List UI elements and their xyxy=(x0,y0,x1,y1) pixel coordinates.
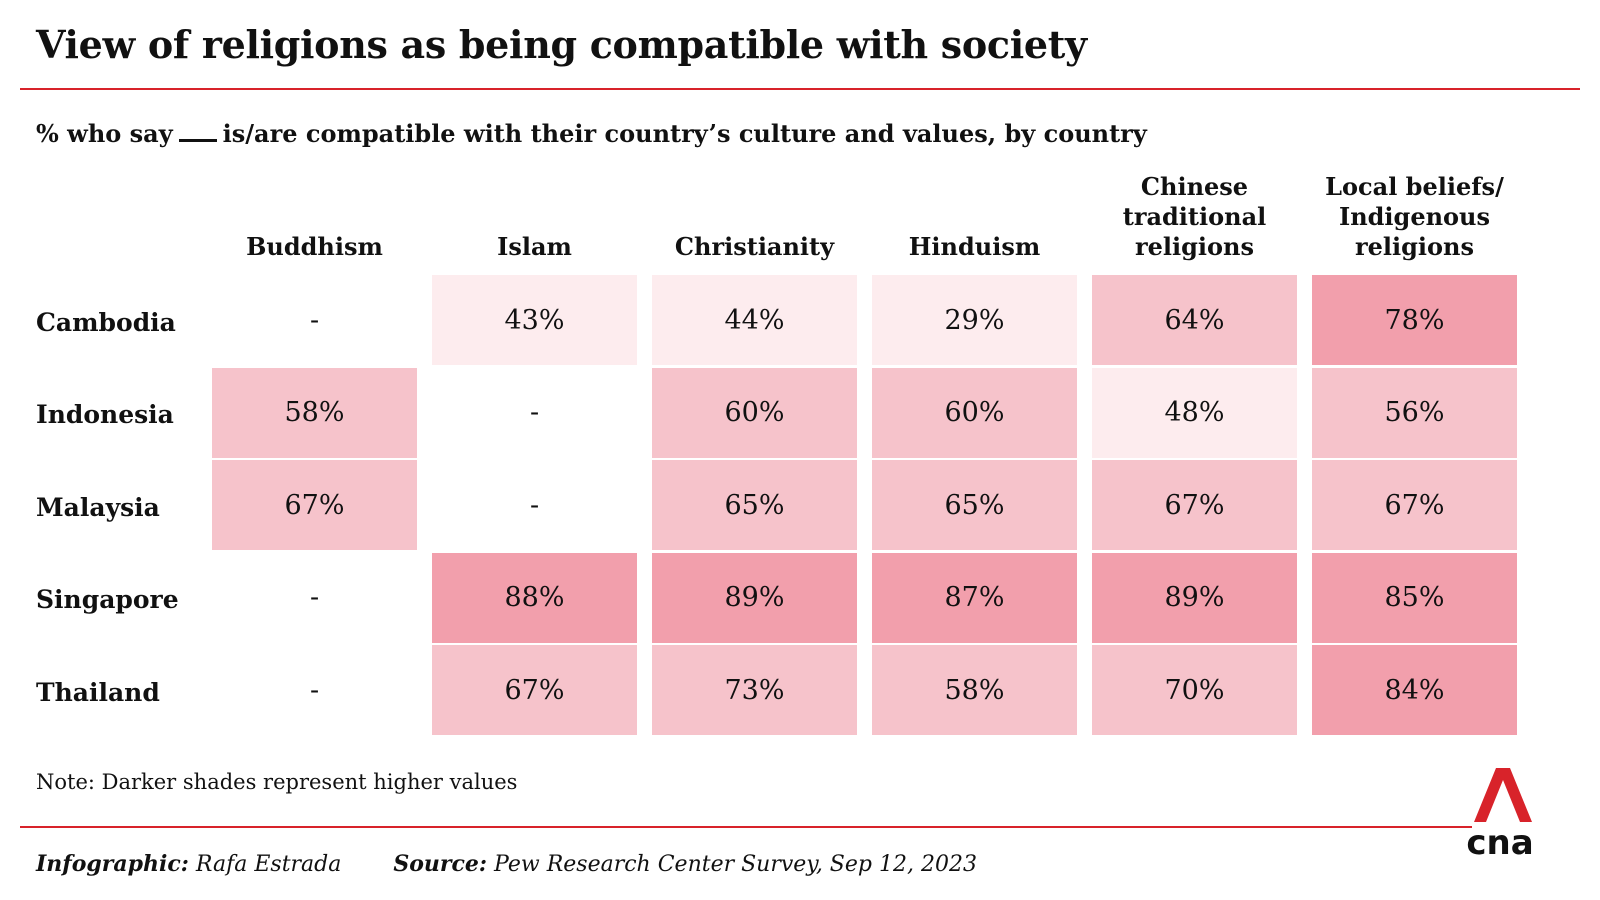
column-header-line: traditional xyxy=(1122,202,1267,231)
column-header: Christianity xyxy=(652,170,857,262)
heatmap-cell: 65% xyxy=(872,460,1077,550)
heatmap-cell: 67% xyxy=(212,460,417,550)
heatmap-cell: 87% xyxy=(872,552,1077,643)
column-header: Local beliefs/Indigenous religions xyxy=(1312,170,1517,262)
infographic-author: Rafa Estrada xyxy=(195,852,342,877)
heatmap-cell: 67% xyxy=(432,645,637,735)
column-header: Buddhism xyxy=(212,170,417,262)
footnote: Note: Darker shades represent higher val… xyxy=(36,770,518,794)
chart-title: View of religions as being compatible wi… xyxy=(36,22,1087,67)
heatmap-cell: 70% xyxy=(1092,645,1297,735)
column-header: Chinese traditional religions xyxy=(1092,170,1297,262)
top-divider xyxy=(20,88,1580,90)
column-header-line: religions xyxy=(1134,232,1254,261)
heatmap-cell: 29% xyxy=(872,275,1077,365)
heatmap-cell: 65% xyxy=(652,460,857,550)
heatmap-cell: 60% xyxy=(652,367,857,458)
source-label: Source: xyxy=(393,851,488,877)
row-label: Malaysia xyxy=(36,492,160,522)
heatmap-cell: 73% xyxy=(652,645,857,735)
column-header-lines: Hinduism xyxy=(909,232,1041,262)
heatmap-cell: 43% xyxy=(432,275,637,365)
cna-logo-mark xyxy=(1474,768,1532,822)
heatmap-cell: 89% xyxy=(1092,552,1297,643)
row-label: Thailand xyxy=(36,677,160,707)
heatmap-cell: 78% xyxy=(1312,275,1517,365)
row-label: Singapore xyxy=(36,585,179,614)
heatmap-cell: 60% xyxy=(872,367,1077,458)
column-header-line: Chinese xyxy=(1140,172,1249,201)
column-header: Islam xyxy=(432,170,637,262)
row-label: Indonesia xyxy=(36,400,174,429)
credits: Infographic: Rafa Estrada Source: Pew Res… xyxy=(36,851,977,877)
heatmap-cell-empty: - xyxy=(529,397,540,428)
heatmap-cell: 48% xyxy=(1092,367,1297,458)
column-header-line: Indigenous xyxy=(1338,202,1491,231)
column-header-lines: Chinese traditional religions xyxy=(1123,172,1267,262)
heatmap-cell: 56% xyxy=(1312,367,1517,458)
chart-subtitle: % who say is/are compatible with their co… xyxy=(36,119,1147,148)
subtitle-blank xyxy=(178,137,217,142)
heatmap-cell-empty: - xyxy=(529,489,540,521)
infographic-label: Infographic: xyxy=(36,851,189,877)
heatmap-cell-empty: - xyxy=(309,582,320,613)
heatmap-cell: 58% xyxy=(212,367,417,458)
heatmap-cell: 58% xyxy=(872,645,1077,735)
column-header-line: Christianity xyxy=(674,232,835,261)
column-header-lines: Local beliefs/Indigenous religions xyxy=(1325,172,1504,262)
column-header-line: religions xyxy=(1354,232,1474,261)
column-header-lines: Buddhism xyxy=(246,232,383,262)
column-header: Hinduism xyxy=(872,170,1077,262)
heatmap-cell: 88% xyxy=(432,552,637,643)
cna-logo: cna xyxy=(1466,768,1534,860)
bottom-divider xyxy=(20,826,1472,828)
heatmap-cell: 84% xyxy=(1312,645,1517,735)
heatmap-cell: 67% xyxy=(1092,460,1297,550)
subtitle-suffix: is/are compatible with their country’s c… xyxy=(222,119,1147,148)
heatmap-cell: 44% xyxy=(652,275,857,365)
cna-logo-text: cna xyxy=(1466,823,1533,860)
column-header-line: Local beliefs/ xyxy=(1325,172,1504,201)
heatmap-cell: 85% xyxy=(1312,552,1517,643)
column-header-line: Islam xyxy=(497,232,572,261)
infographic-credit: Infographic: Rafa Estrada xyxy=(36,851,342,877)
subtitle-prefix: % who say xyxy=(36,119,173,148)
row-label: Cambodia xyxy=(36,307,176,337)
column-header-line: Buddhism xyxy=(246,232,383,261)
source-value: Pew Research Center Survey, Sep 12, 2023 xyxy=(494,852,977,877)
heatmap-cell: 89% xyxy=(652,552,857,643)
column-header-lines: Islam xyxy=(497,232,572,262)
column-header-lines: Christianity xyxy=(675,232,834,262)
heatmap-cell: 67% xyxy=(1312,460,1517,550)
heatmap-cell-empty: - xyxy=(309,304,320,336)
source-credit: Source: Pew Research Center Survey, Sep … xyxy=(393,851,977,877)
heatmap-cell: 64% xyxy=(1092,275,1297,365)
heatmap-cell-empty: - xyxy=(309,674,320,706)
column-header-line: Hinduism xyxy=(908,232,1041,261)
